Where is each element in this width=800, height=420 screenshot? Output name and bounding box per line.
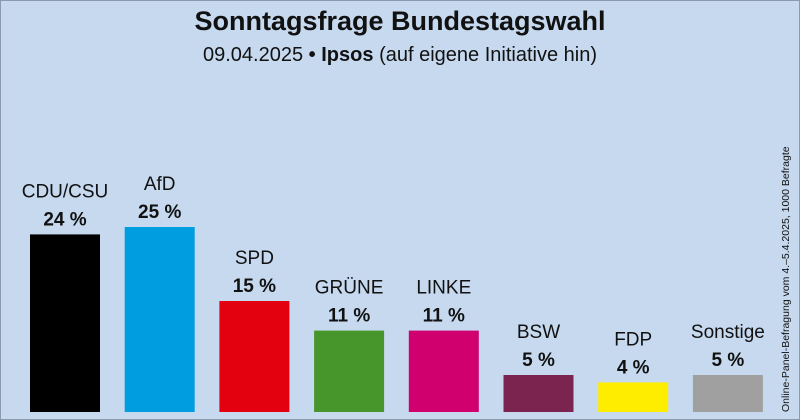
subtitle-note: (auf eigene Initiative hin) [379, 44, 597, 66]
bar-afd [124, 227, 195, 412]
bar-fdp [598, 382, 669, 412]
bar-cdu-csu [30, 234, 100, 412]
category-label: Sonstige [691, 322, 765, 343]
category-label: AfD [144, 174, 176, 195]
bar-linke [408, 330, 479, 412]
value-label: 11 % [423, 306, 465, 327]
subtitle-separator: • [308, 44, 316, 66]
bar-gr-ne [314, 330, 385, 412]
value-label: 24 % [43, 209, 86, 230]
value-label: 11 % [328, 306, 370, 327]
category-label: SPD [235, 248, 274, 269]
bar-sonstige [692, 375, 763, 412]
value-label: 5 % [712, 350, 745, 371]
category-label: FDP [614, 329, 652, 350]
value-label: 5 % [522, 350, 555, 371]
subtitle-institute: Ipsos [321, 44, 374, 66]
category-label: LINKE [416, 278, 471, 299]
chart-subtitle: 09.04.2025 • Ipsos (auf eigene Initiativ… [0, 44, 800, 67]
category-label: CDU/CSU [22, 181, 109, 202]
chart-title: Sonntagsfrage Bundestagswahl [194, 6, 606, 36]
value-label: 15 % [233, 276, 276, 297]
bar-bsw [503, 375, 574, 412]
category-label: GRÜNE [315, 278, 384, 299]
category-label: BSW [517, 322, 560, 343]
subtitle-date: 09.04.2025 [203, 44, 304, 66]
value-label: 25 % [138, 202, 181, 223]
value-label: 4 % [617, 357, 650, 378]
bar-spd [219, 301, 290, 412]
